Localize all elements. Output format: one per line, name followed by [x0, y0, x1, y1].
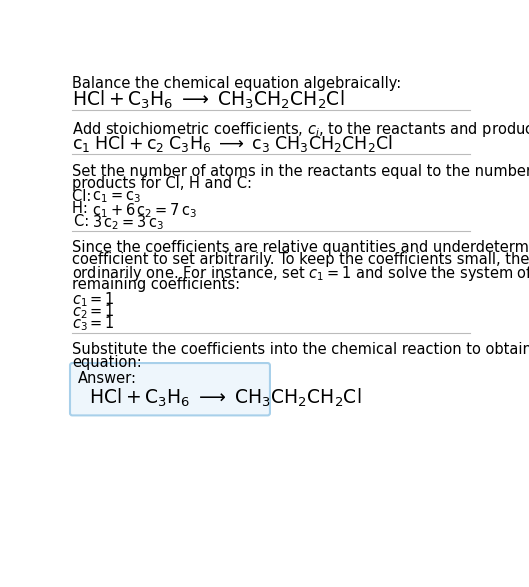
Text: $c_1 = 1$: $c_1 = 1$: [72, 290, 115, 309]
Text: C:: C:: [74, 214, 94, 229]
Text: $\mathrm{c_1\;HCl + c_2\;C_3H_6 \;\longrightarrow\; c_3\;CH_3CH_2CH_2Cl}$: $\mathrm{c_1\;HCl + c_2\;C_3H_6 \;\longr…: [72, 133, 393, 154]
Text: products for Cl, H and C:: products for Cl, H and C:: [72, 176, 252, 191]
Text: $c_2 = 1$: $c_2 = 1$: [72, 302, 115, 321]
Text: coefficient to set arbitrarily. To keep the coefficients small, the arbitrary va: coefficient to set arbitrarily. To keep …: [72, 252, 529, 267]
Text: Set the number of atoms in the reactants equal to the number of atoms in the: Set the number of atoms in the reactants…: [72, 164, 529, 178]
Text: remaining coefficients:: remaining coefficients:: [72, 277, 241, 292]
Text: $\mathrm{c_1 = c_3}$: $\mathrm{c_1 = c_3}$: [93, 189, 141, 205]
Text: ordinarily one. For instance, set $c_1 = 1$ and solve the system of equations fo: ordinarily one. For instance, set $c_1 =…: [72, 265, 529, 284]
Text: $\mathrm{3\,c_2 = 3\,c_3}$: $\mathrm{3\,c_2 = 3\,c_3}$: [93, 214, 165, 232]
Text: Balance the chemical equation algebraically:: Balance the chemical equation algebraica…: [72, 76, 402, 91]
Text: $c_3 = 1$: $c_3 = 1$: [72, 315, 115, 333]
Text: Add stoichiometric coefficients, $c_i$, to the reactants and products:: Add stoichiometric coefficients, $c_i$, …: [72, 120, 529, 139]
Text: $\mathrm{HCl + C_3H_6 \;\longrightarrow\; CH_3CH_2CH_2Cl}$: $\mathrm{HCl + C_3H_6 \;\longrightarrow\…: [89, 387, 362, 409]
Text: Since the coefficients are relative quantities and underdetermined, choose a: Since the coefficients are relative quan…: [72, 240, 529, 255]
Text: H:: H:: [72, 201, 93, 217]
Text: Cl:: Cl:: [72, 189, 96, 204]
Text: $\mathrm{HCl + C_3H_6 \;\longrightarrow\; CH_3CH_2CH_2Cl}$: $\mathrm{HCl + C_3H_6 \;\longrightarrow\…: [72, 89, 345, 111]
Text: $\mathrm{c_1 + 6\,c_2 = 7\,c_3}$: $\mathrm{c_1 + 6\,c_2 = 7\,c_3}$: [93, 201, 198, 220]
Text: Answer:: Answer:: [78, 371, 137, 386]
Text: Substitute the coefficients into the chemical reaction to obtain the balanced: Substitute the coefficients into the che…: [72, 342, 529, 357]
Text: equation:: equation:: [72, 355, 142, 370]
FancyBboxPatch shape: [70, 363, 270, 416]
